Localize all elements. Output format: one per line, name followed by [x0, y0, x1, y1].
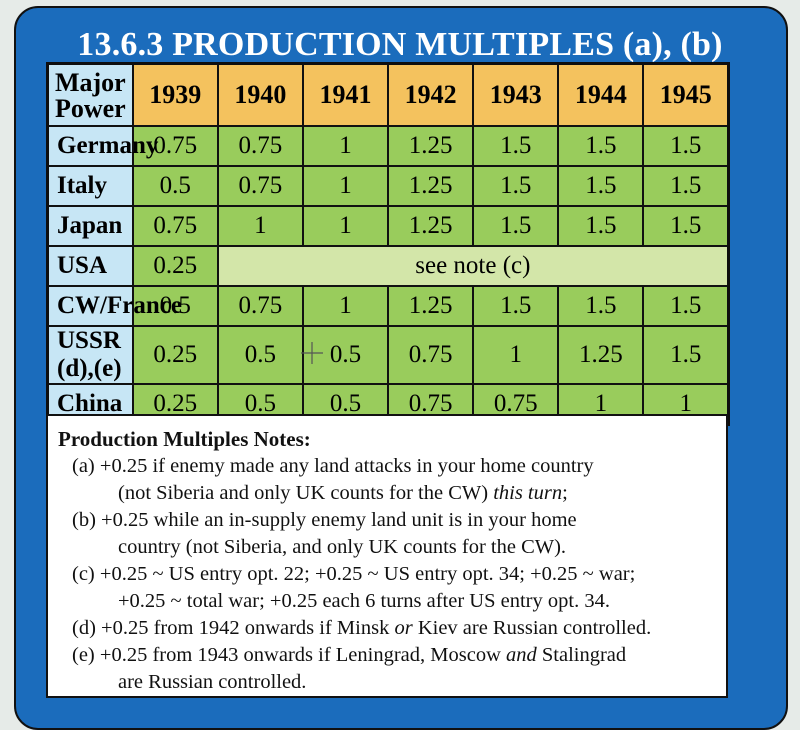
- multiple-cell: 1.5: [642, 165, 730, 207]
- power-name: Germany: [46, 125, 158, 167]
- note-c-line1: (c) +0.25 ~ US entry opt. 22; +0.25 ~ US…: [72, 563, 636, 585]
- multiple-cell: 1: [301, 205, 390, 247]
- multiple-cell: 0.75: [131, 125, 219, 167]
- note-b-line1: (b) +0.25 while an in-supply enemy land …: [72, 509, 577, 531]
- multiple-cell: 1: [216, 205, 304, 247]
- multiple-cell: 1.25: [557, 325, 645, 385]
- multiple-cell: 0.5: [131, 285, 219, 327]
- production-multiples-table: Major Power 1939 1940 1941 1942 1943 194…: [46, 62, 730, 426]
- multiple-cell: 1.25: [386, 165, 475, 207]
- note-a-line2: (not Siberia and only UK counts for the …: [58, 480, 726, 507]
- note-a-text: (not Siberia and only UK counts for the …: [118, 482, 494, 504]
- multiple-cell: 1: [301, 125, 390, 167]
- multiple-cell: 0.75: [386, 325, 475, 385]
- note-e-line2: are Russian controlled.: [118, 671, 307, 693]
- multiple-cell: 1.5: [557, 125, 645, 167]
- multiple-cell: 0.25: [131, 325, 219, 385]
- multiple-cell: 1.5: [642, 205, 730, 247]
- multiple-cell: 1.5: [472, 285, 560, 327]
- table-row-ussr: USSR (d),(e) 0.25 0.5 0.5 0.75 1 1.25 1.…: [46, 325, 730, 385]
- note-d-italic: or: [394, 617, 413, 639]
- multiple-cell: 0.25: [131, 245, 219, 287]
- year-header: 1939: [131, 62, 219, 127]
- note-a-line1: (a) +0.25 if enemy made any land attacks…: [72, 455, 594, 477]
- note-e-end: Stalingrad: [536, 644, 627, 666]
- multiple-cell: 1.5: [557, 285, 645, 327]
- note-c-line2: +0.25 ~ total war; +0.25 each 6 turns af…: [118, 590, 610, 612]
- major-power-header: Major Power: [46, 62, 134, 127]
- production-notes-box: Production Multiples Notes: (a) +0.25 if…: [46, 414, 728, 698]
- table-header-row: Major Power 1939 1940 1941 1942 1943 194…: [46, 62, 730, 127]
- multiple-cell: 0.75: [131, 205, 219, 247]
- note-a-italic: this turn: [493, 482, 563, 504]
- table-row-usa: USA 0.25 see note (c): [46, 245, 730, 287]
- multiple-cell: 1.25: [386, 125, 475, 167]
- multiple-cell: 1.5: [642, 125, 730, 167]
- multiple-cell: 0.75: [216, 165, 304, 207]
- year-header: 1945: [642, 62, 730, 127]
- multiple-cell: 0.5: [131, 165, 219, 207]
- multiple-cell: 1.5: [472, 205, 560, 247]
- note-a-end: ;: [562, 482, 568, 504]
- year-header: 1940: [216, 62, 304, 127]
- multiple-cell: 1.5: [472, 165, 560, 207]
- multiple-cell: 0.75: [216, 285, 304, 327]
- power-name: USA: [46, 245, 134, 287]
- table-row-germany: Germany 0.75 0.75 1 1.25 1.5 1.5 1.5: [46, 125, 730, 167]
- major-power-header-line2: Power: [54, 94, 126, 123]
- year-header: 1941: [301, 62, 390, 127]
- multiple-cell: 1.25: [386, 205, 475, 247]
- year-header: 1944: [557, 62, 645, 127]
- note-d-end: Kiev are Russian controlled.: [412, 617, 652, 639]
- multiple-cell: 0.5: [301, 325, 390, 385]
- multiple-cell: 1: [472, 325, 560, 385]
- page-title: 13.6.3 PRODUCTION MULTIPLES (a), (b): [77, 26, 723, 63]
- multiple-cell: 1: [301, 285, 390, 327]
- note-d-text: (d) +0.25 from 1942 onwards if Minsk: [72, 617, 395, 639]
- table-row-china: China 0.25 0.5 0.5 0.75 0.75 1 1: [46, 383, 730, 426]
- multiple-cell: 0.75: [216, 125, 304, 167]
- multiple-cell: 1.5: [472, 125, 560, 167]
- power-name: Japan: [46, 205, 134, 247]
- multiple-cell: 1.5: [557, 165, 645, 207]
- multiple-cell: 1.5: [557, 205, 645, 247]
- multiple-cell: 1.5: [642, 325, 730, 385]
- note-b-line2: country (not Siberia, and only UK counts…: [118, 536, 567, 558]
- year-header: 1942: [386, 62, 475, 127]
- multiple-cell: 0.5: [216, 325, 304, 385]
- power-name: USSR (d),(e): [46, 325, 134, 385]
- table-row-italy: Italy 0.5 0.75 1 1.25 1.5 1.5 1.5: [46, 165, 730, 207]
- notes-heading: Production Multiples Notes:: [58, 427, 311, 451]
- table-row-japan: Japan 0.75 1 1 1.25 1.5 1.5 1.5: [46, 205, 730, 247]
- major-power-header-line1: Major: [54, 68, 126, 97]
- table-row-cw-france: CW/France 0.5 0.75 1 1.25 1.5 1.5 1.5: [46, 285, 730, 327]
- note-e-italic: and: [506, 644, 537, 666]
- note-d-line: (d) +0.25 from 1942 onwards if Minsk or …: [58, 615, 726, 642]
- note-e-text: (e) +0.25 from 1943 onwards if Leningrad…: [72, 644, 506, 666]
- power-name: CW/France: [46, 285, 182, 327]
- crosshair-cursor-icon: [301, 342, 323, 364]
- multiple-cell: 1.5: [642, 285, 730, 327]
- usa-see-note-cell: see note (c): [216, 245, 730, 287]
- power-name: Italy: [46, 165, 134, 207]
- multiple-cell: 1.25: [386, 285, 475, 327]
- year-header: 1943: [472, 62, 560, 127]
- note-e-line1: (e) +0.25 from 1943 onwards if Leningrad…: [58, 642, 726, 669]
- multiple-cell: 1: [301, 165, 390, 207]
